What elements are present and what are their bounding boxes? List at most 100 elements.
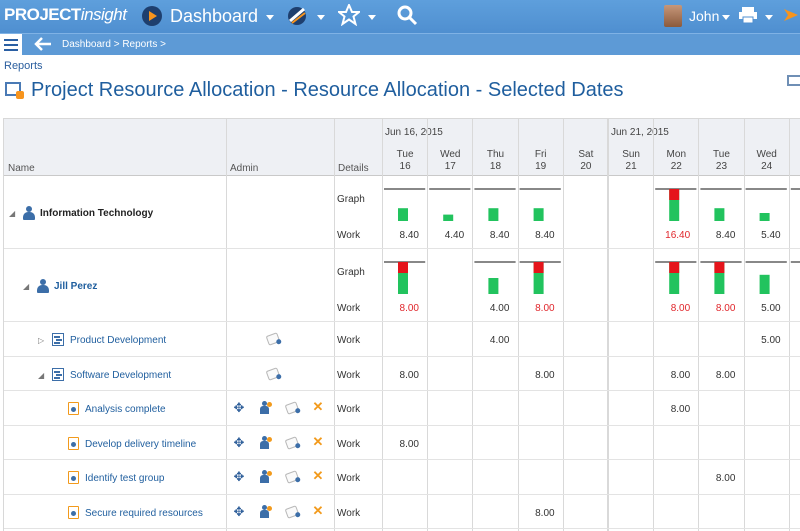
project-icon bbox=[52, 333, 64, 346]
work-value[interactable]: 5.00 bbox=[761, 303, 781, 314]
allocation-bar[interactable] bbox=[669, 262, 680, 294]
column-name[interactable]: Name bbox=[8, 163, 35, 174]
assign-resource-icon[interactable] bbox=[259, 470, 273, 484]
day-of-week: Fri bbox=[534, 149, 547, 160]
day-of-week: Tue bbox=[396, 149, 414, 160]
tools-icon[interactable]: ✕ bbox=[312, 399, 324, 414]
report-icon bbox=[5, 82, 24, 99]
allocation-bar[interactable] bbox=[759, 274, 770, 294]
work-value[interactable]: 8.40 bbox=[715, 230, 736, 241]
assign-resource-icon[interactable] bbox=[259, 504, 273, 519]
allocation-grid: Name Admin Details Jun 16, 2015 Jun 21, … bbox=[3, 118, 800, 531]
allocation-bar[interactable] bbox=[714, 262, 725, 294]
dashboard-icon[interactable] bbox=[142, 6, 162, 26]
work-value[interactable]: 8.00 bbox=[535, 303, 555, 314]
project-name[interactable]: Product Development bbox=[70, 335, 167, 346]
work-value[interactable]: 5.40 bbox=[761, 230, 781, 241]
group-name[interactable]: Information Technology bbox=[40, 208, 154, 219]
overallocation-bar[interactable] bbox=[669, 262, 680, 273]
chevron-down-icon[interactable] bbox=[765, 15, 773, 20]
day-number: 21 bbox=[625, 161, 637, 172]
collapse-caret-icon[interactable]: ◢ bbox=[38, 370, 45, 380]
column-details[interactable]: Details bbox=[338, 163, 369, 174]
chevron-down-icon[interactable] bbox=[368, 15, 376, 20]
allocation-bar[interactable] bbox=[669, 189, 680, 221]
monitor-icon[interactable] bbox=[787, 75, 800, 86]
work-value[interactable]: 8.00 bbox=[399, 369, 419, 381]
work-value[interactable]: 16.40 bbox=[665, 230, 691, 241]
work-value[interactable]: 4.00 bbox=[489, 335, 510, 346]
chevron-down-icon[interactable] bbox=[722, 15, 730, 20]
move-icon[interactable]: ✥ bbox=[233, 469, 245, 484]
section-title[interactable]: Dashboard bbox=[170, 6, 259, 26]
allocation-bar[interactable] bbox=[714, 208, 725, 221]
task-name[interactable]: Analysis complete bbox=[85, 404, 166, 415]
work-value[interactable]: 8.00 bbox=[670, 404, 691, 415]
overallocation-bar[interactable] bbox=[714, 262, 725, 273]
work-value[interactable]: 8.00 bbox=[535, 507, 555, 519]
task-name[interactable]: Develop delivery timeline bbox=[85, 438, 197, 450]
work-value[interactable]: 8.00 bbox=[399, 303, 419, 314]
grid-line bbox=[472, 119, 474, 531]
grid-line bbox=[653, 119, 655, 531]
user-name[interactable]: John bbox=[689, 8, 720, 24]
task-name[interactable]: Identify test group bbox=[85, 473, 165, 484]
overallocation-bar[interactable] bbox=[669, 189, 680, 200]
grid-line bbox=[608, 119, 609, 531]
work-value[interactable]: 8.00 bbox=[715, 473, 736, 484]
move-icon[interactable]: ✥ bbox=[233, 503, 245, 519]
overallocation-bar[interactable] bbox=[398, 262, 408, 273]
work-label: Work bbox=[337, 230, 361, 241]
move-icon[interactable]: ✥ bbox=[233, 400, 245, 415]
task-name[interactable]: Secure required resources bbox=[85, 507, 203, 519]
assign-resource-icon[interactable] bbox=[259, 401, 273, 415]
collapse-caret-icon[interactable]: ◢ bbox=[9, 209, 16, 218]
allocation-bar[interactable] bbox=[533, 262, 544, 294]
day-number: 16 bbox=[399, 161, 411, 172]
tools-icon[interactable]: ✕ bbox=[312, 433, 324, 449]
work-value[interactable]: 8.00 bbox=[399, 438, 419, 450]
allocation-bar[interactable] bbox=[398, 262, 408, 294]
allocation-bar[interactable] bbox=[533, 208, 544, 221]
work-value[interactable]: 8.40 bbox=[489, 230, 510, 241]
expand-caret-icon[interactable]: ▷ bbox=[38, 336, 45, 345]
work-value[interactable]: 4.40 bbox=[444, 230, 465, 241]
top-bar: PROJECTinsight Dashboard John bbox=[0, 0, 800, 33]
breadcrumb[interactable]: Dashboard > Reports > bbox=[62, 39, 166, 50]
work-value[interactable]: 8.00 bbox=[670, 369, 691, 381]
work-value[interactable]: 8.00 bbox=[715, 303, 736, 314]
allocation-bar[interactable] bbox=[488, 208, 499, 221]
assign-resource-icon[interactable] bbox=[259, 435, 273, 450]
allocation-bar[interactable] bbox=[398, 208, 408, 221]
collapse-caret-icon[interactable]: ◢ bbox=[23, 282, 30, 291]
day-of-week: Mon bbox=[666, 149, 686, 160]
column-admin[interactable]: Admin bbox=[230, 163, 259, 174]
resource-name[interactable]: Jill Perez bbox=[54, 281, 98, 292]
allocation-bar[interactable] bbox=[443, 214, 454, 221]
reports-link[interactable]: Reports bbox=[4, 60, 43, 72]
allocation-bar[interactable] bbox=[759, 213, 770, 221]
tools-icon[interactable]: ✕ bbox=[312, 468, 324, 483]
work-value[interactable]: 8.00 bbox=[715, 369, 736, 381]
avatar[interactable] bbox=[664, 5, 682, 27]
work-value[interactable]: 8.40 bbox=[399, 230, 419, 241]
day-number: 18 bbox=[489, 161, 502, 172]
back-arrow-icon[interactable] bbox=[33, 36, 53, 57]
work-label: Work bbox=[337, 438, 361, 450]
graph-label: Graph bbox=[337, 267, 365, 278]
work-value[interactable]: 8.40 bbox=[535, 230, 555, 241]
work-value[interactable]: 5.00 bbox=[761, 335, 781, 346]
chevron-down-icon[interactable] bbox=[266, 15, 274, 20]
work-value[interactable]: 4.00 bbox=[489, 303, 510, 314]
chevron-down-icon[interactable] bbox=[317, 15, 325, 20]
person-icon bbox=[23, 206, 35, 220]
app-logo[interactable]: PROJECTinsight bbox=[4, 5, 127, 25]
overallocation-bar[interactable] bbox=[533, 262, 544, 273]
project-name[interactable]: Software Development bbox=[70, 369, 172, 381]
tools-icon[interactable]: ✕ bbox=[312, 502, 324, 518]
move-icon[interactable]: ✥ bbox=[233, 434, 245, 450]
work-value[interactable]: 8.00 bbox=[670, 303, 691, 314]
allocation-bar[interactable] bbox=[488, 278, 499, 294]
menu-icon[interactable] bbox=[0, 34, 22, 55]
work-value[interactable]: 8.00 bbox=[535, 369, 555, 381]
